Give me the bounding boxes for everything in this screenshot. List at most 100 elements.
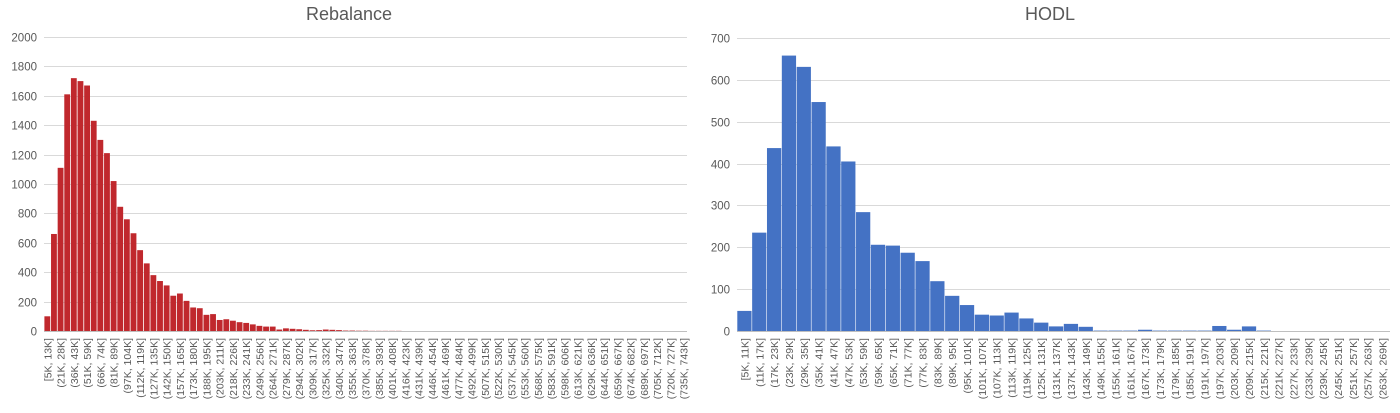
rebalance-bar [170,295,177,331]
rebalance-x-axis-ticks: [5K, 13K] (21K, 28K] (36K, 43K] (51K, 59K](… [42,338,690,399]
hodl-bar [1227,329,1242,331]
hodl-x-tick-label: (53K, 59K] [858,338,870,388]
rebalance-x-tick-label: (507K, 515K] [480,338,492,399]
hodl-x-tick-label: (89K, 95K] [947,338,959,388]
rebalance-x-tick-label: (157K, 165K] [175,338,187,399]
rebalance-x-tick-label: (431K, 439K] [414,338,426,399]
hodl-x-tick-label: (197K, 203K] [1214,338,1226,399]
hodl-bar [900,252,915,331]
hodl-x-tick-label: (113K, 119K] [1007,338,1019,398]
hodl-x-tick-label: (227K, 233K] [1289,338,1301,399]
rebalance-bar [90,120,97,331]
hodl-bar [915,261,930,331]
hodl-bar [826,146,841,331]
hodl-bar [781,55,797,331]
rebalance-chart-title: Rebalance [306,4,392,24]
rebalance-bar [309,330,316,331]
hodl-bar [989,315,1004,331]
hodl-x-tick-label: (29K, 35K] [799,338,811,388]
hodl-bar [885,245,900,331]
hodl-x-tick-label: (185K, 191K] [1185,338,1197,399]
hodl-x-tick-label: (137K, 143K] [1066,338,1078,399]
rebalance-x-tick-label: (674K, 682K] [626,338,638,399]
hodl-bars [737,55,1271,331]
rebalance-x-tick-label: (36K, 43K] [69,338,81,388]
hodl-bar [1138,329,1153,331]
rebalance-x-tick-label: (629K, 636K] [586,338,598,399]
rebalance-histogram: Rebalance 0 200 400 600 800 1000 1200 1400 1600 1… [11,4,690,399]
hodl-bar [945,295,960,331]
hodl-bar [930,281,945,331]
rebalance-bar [150,275,157,331]
rebalance-bar [223,319,230,331]
hodl-x-tick-label: [5K, 11K] [739,338,751,380]
rebalance-bar [263,326,269,331]
hodl-x-tick-label: (155K, 161K] [1110,338,1122,399]
hodl-chart-title: HODL [1025,4,1075,24]
rebalance-bar [203,314,210,331]
rebalance-y-tick-label: 1000 [11,180,37,192]
rebalance-bar [183,300,190,331]
rebalance-bar [143,263,150,331]
rebalance-bar [329,329,336,331]
hodl-x-tick-label: (95K, 101K] [962,338,974,394]
rebalance-y-tick-label: 800 [18,209,37,221]
hodl-x-tick-label: (77K, 83K] [918,338,930,388]
hodl-x-tick-label: (209K, 215K] [1244,338,1256,399]
rebalance-x-tick-label: (446K, 454K] [427,338,439,399]
rebalance-x-tick-label: (613K, 621K] [573,338,585,399]
hodl-x-tick-label: (41K, 47K] [828,338,840,388]
rebalance-bar [316,330,323,331]
rebalance-bar [176,293,183,331]
hodl-x-tick-label: (257K, 263K] [1363,338,1375,399]
rebalance-bar [336,330,342,331]
rebalance-y-tick-label: 1600 [11,92,37,104]
rebalance-x-tick-label: (188K, 195K] [201,338,213,399]
rebalance-x-tick-label: (51K, 59K] [82,338,94,388]
hodl-bar [1078,326,1093,331]
hodl-x-tick-label: (245K, 251K] [1333,338,1345,399]
hodl-bar [1241,326,1257,331]
rebalance-x-tick-label: (644K, 651K] [599,338,611,399]
rebalance-bar [51,233,57,331]
hodl-bar [811,102,826,331]
hodl-x-tick-label: (107K, 113K] [992,338,1004,399]
hodl-bar [1004,312,1019,331]
hodl-x-tick-label: (239K, 245K] [1318,338,1330,399]
rebalance-x-tick-label: (142K, 150K] [162,338,174,399]
hodl-bar [974,314,989,331]
hodl-x-tick-label: (203K, 209K] [1229,338,1241,399]
rebalance-bar [236,322,243,331]
rebalance-bar [97,139,104,331]
rebalance-bar [322,329,329,331]
rebalance-bar [243,322,250,332]
rebalance-x-tick-label: (492K, 499K] [467,338,479,399]
rebalance-x-tick-label: (355K, 363K] [347,338,359,399]
hodl-x-tick-label: (191K, 197K] [1199,338,1211,399]
rebalance-x-tick-label: [5K, 13K] [42,338,54,381]
hodl-bar [1212,325,1227,331]
hodl-y-tick-label: 0 [724,327,730,339]
rebalance-bar [104,153,110,331]
hodl-x-tick-label: (149K, 155K] [1096,338,1108,399]
hodl-x-tick-label: (131K, 137K] [1051,338,1063,399]
rebalance-y-axis-ticks: 0 200 400 600 800 1000 1200 1400 1600 1800 2000 [11,33,37,339]
hodl-y-tick-label: 400 [711,160,730,172]
hodl-bar [959,305,975,331]
hodl-bar [766,148,782,331]
rebalance-bar [216,319,223,332]
hodl-y-tick-label: 700 [711,34,730,46]
rebalance-x-tick-label: (416K, 423K] [400,338,412,399]
rebalance-x-tick-label: (173K, 180K] [188,338,200,399]
rebalance-x-tick-label: (97K, 104K] [122,338,134,394]
hodl-x-tick-label: (17K, 23K] [769,338,781,388]
rebalance-x-tick-label: (598K, 606K] [559,338,571,399]
hodl-x-tick-label: (35K, 41K] [814,338,826,388]
rebalance-bar [210,314,216,332]
rebalance-y-tick-label: 1800 [11,62,37,74]
hodl-bar [737,310,752,331]
hodl-bar [1063,323,1079,331]
hodl-y-tick-label: 600 [711,76,730,88]
rebalance-x-tick-label: (659K, 667K] [612,338,624,399]
